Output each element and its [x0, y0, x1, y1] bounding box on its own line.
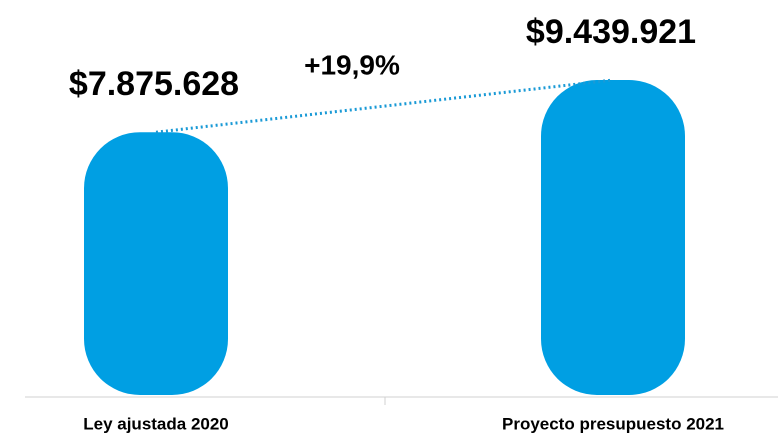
x-tick-label: Proyecto presupuesto 2021	[502, 414, 724, 433]
bar	[84, 132, 228, 395]
bar	[541, 80, 685, 395]
x-tick-label: Ley ajustada 2020	[83, 414, 229, 433]
connector-line	[155, 78, 614, 134]
value-label: $7.875.628	[69, 65, 239, 103]
value-label: $9.439.921	[526, 13, 696, 51]
annotation: +19,9%	[304, 49, 400, 80]
